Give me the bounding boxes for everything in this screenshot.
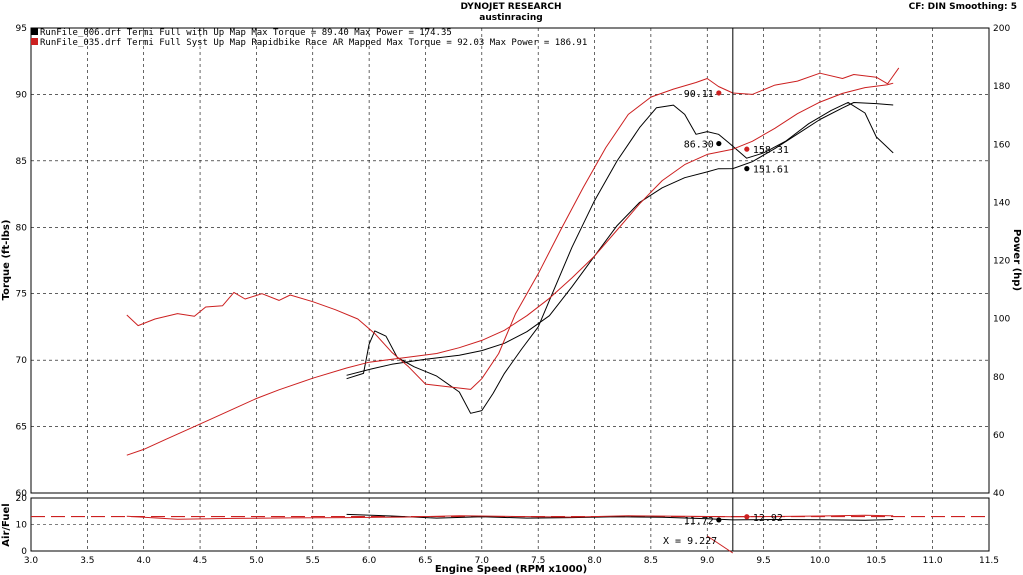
- legend-entry-1: RunFile_006.drf Termi Full with Up Map M…: [40, 28, 452, 38]
- series-line-black-torque: [346, 101, 894, 414]
- y-tick-label-left: 80: [16, 223, 28, 233]
- cursor-marker-dot: [744, 146, 750, 152]
- x-tick-label: 11.0: [923, 556, 943, 566]
- x-tick-label: 10.0: [810, 556, 830, 566]
- main-plot-frame: [30, 27, 990, 494]
- af-tick-label: 20: [16, 494, 28, 504]
- y-tick-label-left: 60: [16, 489, 28, 499]
- x-tick-label: 5.0: [249, 556, 264, 566]
- chart-subtitle: austinracing: [479, 13, 542, 23]
- y-tick-label-left: 75: [16, 290, 27, 300]
- y-tick-label-right: 60: [993, 431, 1005, 441]
- y-tick-label-left: 90: [16, 90, 28, 100]
- airfuel-plot: 3.0 3.5 4.0 4.5 5.0 5.5 6.0 6.5 7.0 7.5 8.0 8.5 9.0 9…: [16, 494, 999, 566]
- x-tick-label: 7.0: [475, 556, 490, 566]
- legend-swatch-red: [31, 38, 38, 45]
- y-tick-label-left: 70: [16, 356, 28, 366]
- cursor-value-label: 86.30: [684, 140, 714, 151]
- x-tick-label: 6.0: [362, 556, 377, 566]
- cursor-value-label: 158.31: [753, 145, 789, 156]
- chart-settings: CF: DIN Smoothing: 5: [909, 2, 1017, 12]
- x-tick-label: 10.5: [866, 556, 886, 566]
- cursor-marker-dot: [716, 90, 722, 96]
- cursor-pointer: [706, 535, 734, 554]
- af-marker-dot: [716, 517, 722, 523]
- y-tick-label-right: 120: [993, 257, 1010, 267]
- cursor-marker-dot: [716, 140, 722, 147]
- y-tick-label-left: 85: [16, 157, 27, 167]
- x-tick-label: 8.5: [644, 556, 658, 566]
- x-tick-label: 4.5: [193, 556, 207, 566]
- series-line-red-power: [126, 82, 894, 456]
- x-tick-label: 7.5: [531, 556, 545, 566]
- legend-swatch-black: [31, 28, 38, 35]
- x-tick-label: 4.0: [137, 556, 152, 566]
- y-tick-label-right: 100: [993, 315, 1010, 325]
- airfuel-plot-frame: [30, 497, 990, 552]
- x-tick-label: 9.5: [756, 556, 770, 566]
- af-tick-label: 0: [21, 547, 27, 557]
- cursor-value-label: 90.11: [684, 89, 714, 100]
- y-axis-label-left: Torque (ft-lbs): [1, 220, 12, 301]
- cursor-value-label: 151.61: [753, 165, 789, 176]
- x-tick-label: 8.0: [587, 556, 602, 566]
- y-tick-label-right: 140: [993, 198, 1010, 208]
- y-tick-label-right: 40: [993, 489, 1005, 499]
- series-line-red-torque: [126, 67, 900, 390]
- x-tick-label: 3.5: [80, 556, 94, 566]
- y-tick-label-right: 200: [993, 24, 1010, 34]
- x-axis-label: Engine Speed (RPM x1000): [435, 564, 587, 575]
- cursor-readout: X = 9.227: [663, 536, 717, 547]
- af-series-line-black: [346, 513, 894, 521]
- x-tick-label: 9.0: [700, 556, 715, 566]
- series-line-black-power: [346, 102, 894, 376]
- af-marker-dot: [744, 514, 750, 520]
- cursor-marker-dot: [744, 166, 750, 172]
- y-tick-label-left: 95: [16, 24, 27, 34]
- x-tick-label: 3.0: [24, 556, 39, 566]
- legend-entry-2: RunFile_035.drf Termi Full Syst Up Map R…: [40, 38, 587, 48]
- af-value-label: 11.72: [684, 516, 714, 527]
- airfuel-axis-label: Air/Fuel: [1, 503, 12, 546]
- x-tick-label: 5.5: [306, 556, 320, 566]
- y-axis-label-right: Power (hp): [1011, 229, 1022, 291]
- y-tick-label-right: 80: [993, 373, 1005, 383]
- af-tick-label: 10: [16, 521, 28, 531]
- x-tick-label: 11.5: [979, 556, 999, 566]
- y-tick-label-right: 160: [993, 140, 1010, 150]
- chart-title: DYNOJET RESEARCH: [460, 2, 561, 12]
- main-plot: 60 65 70 75 80 85 90 95 40 60 80 100 120 140 160 180 200…: [16, 24, 1011, 499]
- legend: RunFile_006.drf Termi Full with Up Map M…: [31, 28, 587, 48]
- y-tick-label-left: 65: [16, 423, 27, 433]
- y-tick-label-right: 180: [993, 82, 1010, 92]
- af-value-label: 12.92: [753, 513, 783, 524]
- af-series-line-red: [126, 514, 894, 520]
- x-tick-label: 6.5: [418, 556, 432, 566]
